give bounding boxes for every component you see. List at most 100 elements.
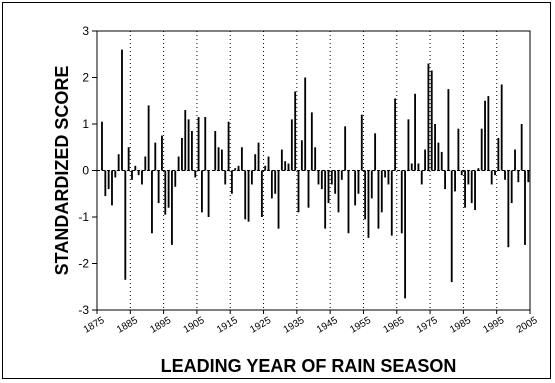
bar — [201, 170, 203, 213]
bar — [440, 151, 443, 171]
bar — [454, 170, 456, 192]
x-tick-label: 1975 — [415, 315, 440, 336]
bar — [151, 170, 153, 234]
bar — [167, 170, 170, 208]
bar — [224, 170, 227, 185]
bar — [370, 170, 373, 199]
bar — [414, 93, 417, 171]
bar — [290, 119, 293, 171]
y-tick-label: 3 — [82, 24, 89, 38]
bar — [357, 170, 360, 194]
bar — [270, 170, 273, 199]
bar — [121, 49, 123, 171]
bar — [347, 170, 350, 234]
bar — [164, 170, 167, 215]
bar — [244, 170, 247, 220]
bar — [387, 170, 390, 185]
bar — [430, 70, 433, 171]
bar — [247, 170, 250, 222]
y-tick-label: -1 — [78, 210, 89, 224]
x-tick-label: 1915 — [215, 315, 240, 336]
bar — [480, 128, 483, 171]
bar — [327, 170, 330, 204]
bar — [137, 170, 140, 176]
bar — [324, 170, 327, 229]
bar — [457, 128, 460, 171]
bar — [104, 170, 107, 197]
bar — [310, 112, 313, 171]
bar — [510, 170, 513, 204]
bar — [217, 147, 220, 171]
bar — [127, 147, 130, 171]
y-tick-label: 2 — [82, 71, 89, 85]
bar — [117, 154, 120, 171]
bar — [394, 98, 397, 171]
bar — [520, 124, 523, 171]
bar — [337, 170, 340, 213]
bar — [307, 170, 310, 208]
bar — [314, 147, 317, 171]
x-tick-label: 1925 — [248, 315, 273, 336]
bar — [404, 170, 407, 299]
bar — [344, 126, 347, 171]
bar — [507, 170, 510, 248]
bar — [427, 63, 430, 171]
bar — [107, 170, 110, 190]
x-tick-label: 2005 — [515, 315, 540, 336]
bar — [257, 142, 260, 171]
bar — [334, 170, 337, 194]
bar — [171, 170, 173, 245]
bar — [214, 130, 217, 171]
bar — [377, 170, 380, 229]
y-tick-label: -3 — [78, 303, 89, 317]
bar — [364, 170, 367, 220]
bar — [154, 142, 157, 171]
bar — [417, 163, 420, 171]
bar — [407, 119, 410, 171]
bar — [500, 84, 503, 171]
bar — [340, 170, 343, 180]
bar — [527, 170, 530, 183]
bar — [234, 168, 237, 171]
bar — [330, 170, 333, 185]
bar — [134, 165, 137, 171]
bar — [437, 142, 440, 171]
bar — [280, 149, 283, 171]
bar — [124, 170, 127, 280]
bar — [181, 137, 183, 171]
bar — [517, 170, 520, 183]
bar — [207, 170, 210, 217]
bar — [264, 165, 267, 171]
bar — [434, 124, 436, 171]
bar — [380, 170, 383, 213]
bar — [410, 163, 413, 171]
bar — [390, 170, 393, 236]
bars — [101, 49, 530, 299]
chart-frame — [2, 2, 551, 379]
bar — [187, 119, 190, 171]
bar — [400, 170, 403, 234]
bar — [111, 170, 113, 206]
bar — [514, 149, 516, 171]
bar — [277, 170, 280, 229]
bar — [474, 170, 476, 211]
bar — [220, 149, 223, 171]
x-ticks: 1875 1885 1895 1905 1915 1925 1935 1945 1955 1965… — [82, 310, 540, 336]
y-ticks: -3 -2 -1 0 1 2 3 — [78, 24, 97, 317]
x-tick-label: 1955 — [348, 315, 373, 336]
x-tick-label: 1935 — [282, 315, 307, 336]
x-tick-label: 1905 — [182, 315, 207, 336]
bar — [304, 77, 307, 171]
bar — [174, 170, 177, 187]
y-tick-label: 1 — [82, 117, 89, 131]
bar — [157, 170, 160, 204]
bar — [367, 170, 370, 238]
bar — [141, 170, 143, 185]
bar — [260, 170, 263, 217]
bar — [354, 170, 357, 206]
bar — [317, 170, 320, 185]
bar — [294, 91, 297, 171]
bar — [274, 170, 277, 194]
bar — [447, 89, 450, 171]
bar — [161, 135, 163, 171]
